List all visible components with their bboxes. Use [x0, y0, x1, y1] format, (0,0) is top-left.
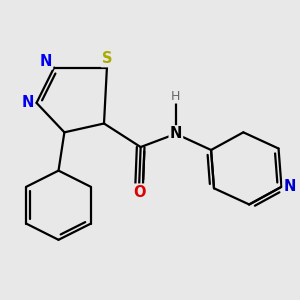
Text: N: N	[284, 179, 296, 194]
Text: H: H	[171, 90, 181, 103]
Text: N: N	[40, 54, 52, 69]
Text: O: O	[133, 184, 146, 200]
Text: N: N	[170, 126, 182, 141]
Text: S: S	[102, 51, 112, 66]
Text: N: N	[22, 95, 34, 110]
